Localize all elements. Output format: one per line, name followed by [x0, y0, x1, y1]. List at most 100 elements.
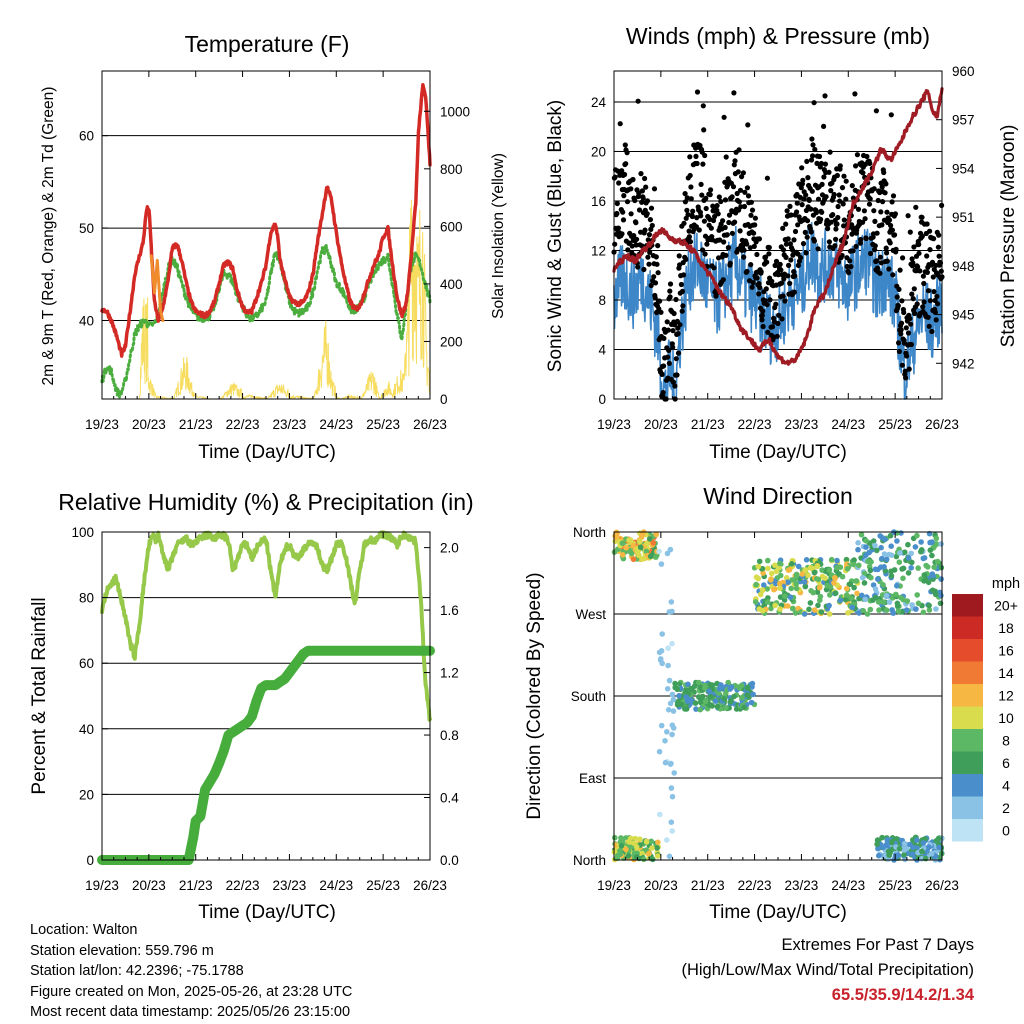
gust-point: [667, 294, 673, 300]
direction-point: [909, 851, 916, 857]
gust-point: [700, 247, 706, 253]
temperature-y-tick-label: 50: [79, 221, 94, 236]
gust-point: [853, 163, 859, 169]
gust-point: [661, 363, 667, 369]
direction-point: [625, 853, 632, 859]
gust-point: [846, 270, 852, 276]
direction-point: [872, 542, 878, 549]
gust-point: [697, 142, 703, 149]
gust-point: [886, 266, 892, 272]
gust-point: [620, 209, 626, 215]
gust-point: [875, 197, 881, 204]
direction-point: [668, 785, 675, 791]
direction-point: [749, 684, 755, 690]
gust-point: [871, 208, 877, 214]
gust-point: [752, 222, 758, 228]
direction-point: [858, 531, 865, 538]
direction-point: [741, 704, 747, 711]
direction-point: [654, 845, 660, 851]
gust-point: [907, 229, 913, 235]
gust-point: [694, 160, 700, 167]
gust-point: [642, 175, 648, 182]
gust-point: [635, 98, 641, 104]
gust-point: [731, 162, 737, 168]
direction-point: [855, 540, 861, 546]
gust-point: [734, 190, 740, 197]
direction-point: [744, 692, 751, 698]
gust-point: [858, 236, 864, 243]
direction-point: [805, 572, 811, 578]
direction-point: [656, 548, 662, 555]
gust-point: [936, 253, 942, 259]
direction-point: [753, 581, 759, 588]
gust-point: [811, 100, 817, 106]
gust-point: [828, 219, 834, 225]
gust-point: [720, 218, 726, 224]
gust-point: [911, 286, 917, 292]
gust-point: [795, 222, 801, 228]
direction-point: [771, 586, 777, 593]
direction-point: [668, 599, 675, 605]
direction-x-tick-label: 19/23: [597, 878, 631, 893]
gust-point: [924, 269, 931, 275]
direction-point: [697, 706, 704, 713]
direction-point: [915, 565, 921, 571]
gust-point: [827, 149, 833, 155]
direction-point: [865, 558, 871, 565]
direction-point: [910, 844, 916, 851]
gust-point: [915, 264, 921, 270]
gust-point: [718, 198, 724, 205]
gust-point: [651, 274, 657, 280]
gust-point: [704, 241, 710, 247]
gust-point: [716, 194, 722, 200]
direction-point: [826, 611, 833, 617]
gust-point: [639, 188, 646, 194]
direction-point: [883, 607, 890, 613]
gust-point: [657, 298, 663, 304]
gust-point: [794, 200, 800, 206]
direction-point: [897, 550, 903, 556]
gust-point: [655, 270, 661, 276]
gust-point: [825, 226, 831, 232]
direction-point: [816, 584, 823, 591]
winds-title: Winds (mph) & Pressure (mb): [626, 23, 930, 49]
gust-point: [806, 197, 812, 203]
gust-point: [871, 186, 877, 192]
gust-point: [756, 236, 763, 242]
humidity-y-tick-label: 20: [79, 787, 94, 802]
direction-point: [653, 531, 660, 538]
gust-point: [694, 215, 700, 221]
gust-point: [624, 199, 631, 205]
gust-point: [679, 288, 686, 294]
colorbar-swatch: [952, 594, 983, 617]
direction-point: [752, 599, 759, 605]
gust-point: [783, 241, 790, 247]
gust-point: [744, 241, 750, 247]
direction-point: [859, 592, 865, 599]
gust-point: [684, 207, 690, 213]
extremes-subtitle: (High/Low/Max Wind/Total Precipitation): [681, 961, 974, 979]
direction-point: [626, 839, 633, 845]
direction-point: [922, 855, 929, 862]
gust-point: [737, 187, 744, 193]
direction-point: [879, 555, 885, 562]
winds-y-tick-label: 20: [591, 144, 606, 159]
direction-point: [716, 690, 722, 696]
direction-point: [881, 564, 887, 570]
gust-point: [911, 244, 917, 250]
direction-point: [926, 607, 933, 613]
gust-point: [909, 291, 915, 297]
gust-point: [798, 255, 804, 261]
gust-point: [788, 257, 794, 263]
gust-point: [933, 317, 939, 323]
gust-point: [880, 199, 886, 205]
gust-point: [784, 208, 790, 214]
gust-point: [888, 112, 894, 118]
gust-point: [644, 211, 650, 217]
direction-point: [826, 567, 833, 573]
direction-point: [827, 592, 833, 598]
gust-point: [837, 198, 843, 204]
gust-point: [721, 114, 727, 120]
winds-y-tick-label: 24: [591, 95, 607, 110]
gust-point: [773, 301, 779, 307]
